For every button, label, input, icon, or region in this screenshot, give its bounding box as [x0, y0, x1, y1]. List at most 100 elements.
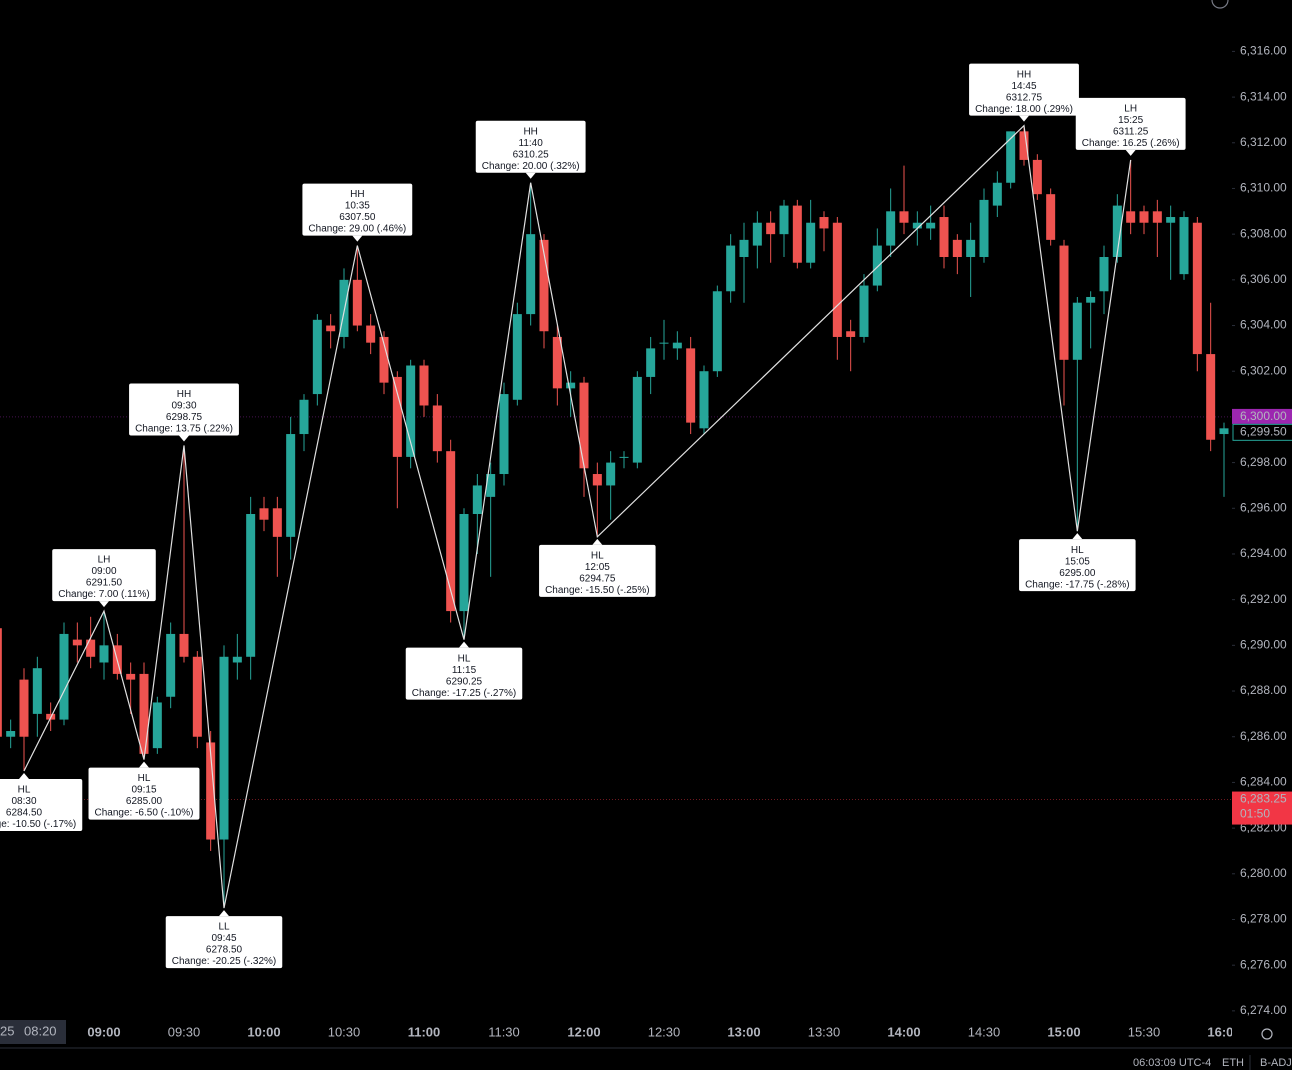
candle-body: [232, 656, 242, 663]
candle-body: [899, 211, 909, 223]
candle-body: [312, 319, 322, 395]
y-tick-label: 6,288.00: [1240, 683, 1287, 697]
pivot-text: HH: [177, 389, 191, 400]
candle-body: [1139, 211, 1149, 223]
y-tick-label: 6,304.00: [1240, 318, 1287, 332]
pivot-pointer: [19, 772, 29, 779]
y-tick-label: 6,276.00: [1240, 957, 1287, 971]
candle-body: [752, 222, 762, 246]
candle-body: [646, 348, 656, 377]
candle-body: [579, 382, 589, 469]
candle-body: [19, 679, 29, 737]
candle-body: [1126, 211, 1136, 223]
pivot-text: Change: -17.25 (-.27%): [412, 688, 517, 699]
candle-body: [1046, 194, 1056, 240]
pivot-text: 6295.00: [1059, 568, 1096, 579]
candle-body: [806, 222, 816, 263]
pivot-box: [165, 916, 283, 969]
price-marker-box: [1232, 791, 1292, 825]
candle-body: [286, 434, 296, 537]
candle-body: [539, 239, 549, 332]
x-tick-label: 10:30: [328, 1024, 361, 1039]
candle-body: [912, 222, 922, 229]
y-tick-label: 6,274.00: [1240, 1003, 1287, 1017]
candle-body: [0, 628, 2, 737]
pivot-text: Change: -10.50 (-.17%): [0, 819, 76, 830]
pivot-pointer: [352, 235, 363, 242]
y-tick-label: 6,310.00: [1240, 181, 1287, 195]
candle-body: [886, 211, 896, 246]
candle-body: [72, 639, 82, 646]
settings-icon[interactable]: [1261, 1028, 1273, 1040]
pivot-text: Change: 16.25 (.26%): [1082, 138, 1180, 149]
pivot-text: HL: [18, 785, 31, 796]
candle-body: [139, 673, 149, 754]
candle-body: [272, 508, 282, 537]
pivot-box: [0, 778, 83, 831]
y-tick-label: 6,280.00: [1240, 866, 1287, 880]
add-button[interactable]: [1211, 0, 1229, 9]
candle-body: [952, 239, 962, 257]
pivot-text: LH: [1124, 104, 1137, 115]
candle-body: [339, 279, 349, 337]
pivot-text: 15:25: [1118, 115, 1143, 126]
price-countdown: 01:50: [1240, 807, 1270, 821]
candle-body: [86, 639, 96, 657]
x-tick-label: 14:00: [887, 1024, 920, 1039]
candle-body: [299, 399, 309, 435]
candle-body: [59, 633, 69, 720]
candle-body: [459, 513, 469, 612]
candle-body: [1086, 296, 1096, 303]
status-item: B-ADJ: [1260, 1057, 1292, 1069]
candle-body: [406, 365, 416, 457]
candle-body: [1166, 217, 1176, 223]
pivot-box: [475, 120, 586, 173]
pivot-text: 6312.75: [1006, 92, 1043, 103]
candle-body: [966, 239, 976, 257]
pivot-text: 6291.50: [86, 578, 123, 589]
pivot-text: HL: [1071, 545, 1084, 556]
pivot-text: 6294.75: [579, 573, 616, 584]
y-tick-label: 6,290.00: [1240, 638, 1287, 652]
candle-body: [366, 325, 376, 343]
pivot-text: LL: [218, 922, 230, 933]
pivot-pointer: [1125, 149, 1136, 156]
candle-body: [819, 217, 829, 229]
candle-body: [1032, 159, 1042, 195]
price-marker-box: [1232, 408, 1292, 424]
pivot-text: Change: 29.00 (.46%): [308, 224, 406, 235]
pivot-box: [88, 767, 200, 820]
candle-body: [32, 668, 42, 714]
candle-body: [712, 291, 722, 372]
candle-body: [512, 314, 522, 400]
pivot-box: [969, 63, 1079, 116]
candle-body: [1006, 131, 1016, 183]
pivot-text: LH: [98, 555, 111, 566]
candle-body: [419, 365, 429, 406]
candle-body: [392, 376, 402, 457]
candle-body: [619, 456, 629, 458]
pivot-text: Change: -20.25 (-.32%): [172, 956, 277, 967]
time-axis: 09:00 09:30 10:00 10:30 11:00 11:30 12:00 12:30…: [0, 1020, 1292, 1048]
pivot-text: 14:45: [1011, 81, 1036, 92]
candle-body: [472, 485, 482, 514]
y-tick-label: 6,284.00: [1240, 775, 1287, 789]
candle-body: [592, 474, 602, 486]
pivot-text: 6278.50: [206, 945, 243, 956]
candle-body: [632, 376, 642, 463]
candle-body: [1072, 302, 1082, 360]
candle-body: [766, 222, 776, 235]
pivot-text: HH: [350, 189, 364, 200]
candle-body: [126, 673, 136, 680]
x-tick-label: 10:00: [247, 1024, 280, 1039]
pivot-text: 15:05: [1065, 556, 1090, 567]
candle-body: [846, 331, 856, 337]
crosshair-date: 25: [0, 1023, 14, 1038]
pivot-text: 11:15: [452, 665, 477, 676]
price-axis: 6,274.006,276.006,278.006,280.006,282.00…: [1232, 44, 1292, 1017]
candle-body: [552, 336, 562, 389]
